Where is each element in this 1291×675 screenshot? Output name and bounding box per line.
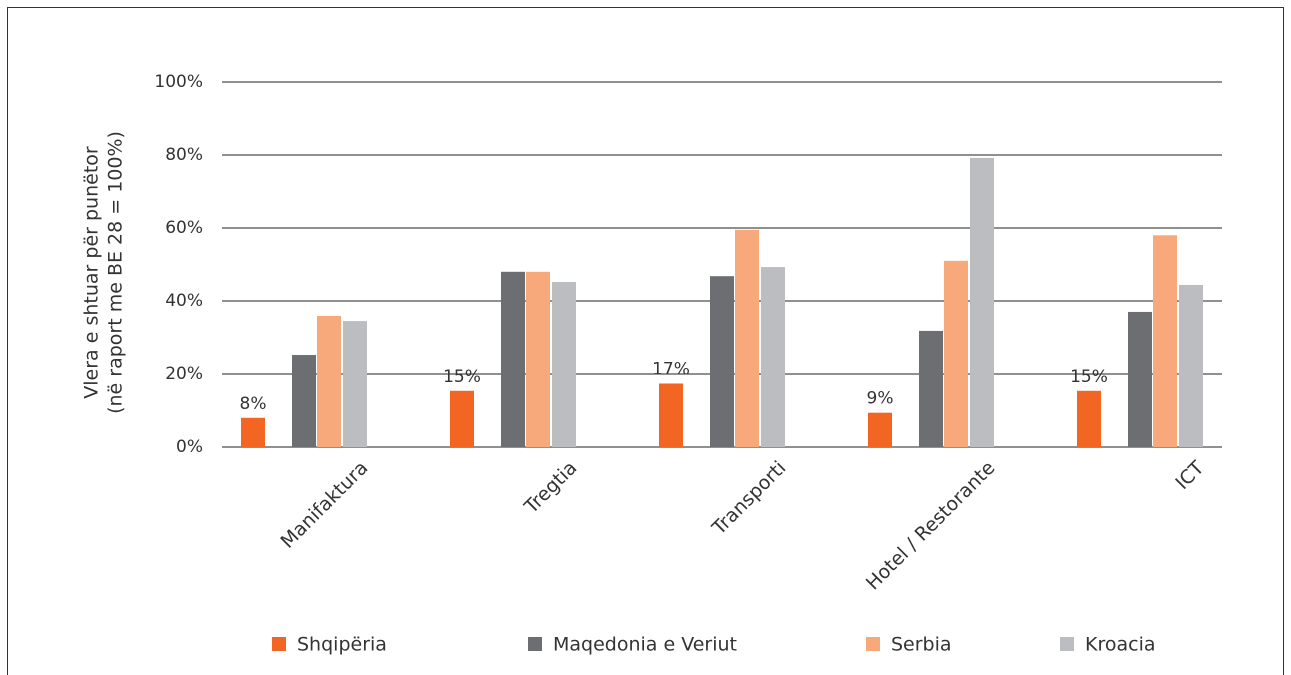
legend-swatch: [866, 637, 880, 651]
bar: [343, 321, 367, 447]
bar: [450, 390, 474, 447]
bar: [761, 267, 785, 447]
y-tick-label: 80%: [165, 145, 203, 165]
legend-swatch: [272, 637, 286, 651]
x-tick-label: ICT: [1171, 457, 1208, 494]
bar: [1128, 311, 1152, 447]
bar: [526, 271, 550, 447]
bar: [317, 315, 341, 447]
bar: [1077, 390, 1101, 447]
y-tick-label: 20%: [165, 364, 203, 384]
bar: [241, 417, 265, 447]
bar: [868, 412, 892, 447]
legend-label: Shqipëria: [297, 634, 387, 656]
legend-swatch: [1060, 637, 1074, 651]
bar: [1179, 284, 1203, 447]
bar: [1153, 235, 1177, 447]
data-label: 15%: [1070, 367, 1108, 387]
legend-swatch: [528, 637, 542, 651]
y-axis-label: (në raport me BE 28 = 100%): [105, 131, 127, 414]
bar: [944, 260, 968, 447]
data-label: 15%: [443, 367, 481, 387]
frame: [7, 7, 1284, 675]
y-tick-label: 60%: [165, 218, 203, 238]
bar: [710, 276, 734, 447]
x-tick-label: Hotel / Restorante: [862, 457, 1000, 595]
bar: [292, 355, 316, 447]
y-tick-label: 0%: [176, 437, 203, 457]
x-tick-label: Manifaktura: [277, 457, 373, 553]
x-tick-label: Transporti: [707, 457, 790, 540]
y-tick-label: 100%: [154, 72, 203, 92]
bar: [552, 282, 576, 447]
y-tick-label: 40%: [165, 291, 203, 311]
bar: [970, 157, 994, 448]
bar: [659, 383, 683, 447]
data-label: 9%: [867, 389, 894, 409]
legend-label: Kroacia: [1085, 634, 1156, 656]
data-label: 8%: [240, 394, 267, 414]
bar: [919, 330, 943, 447]
bar: [501, 271, 525, 447]
legend-label: Serbia: [891, 634, 952, 656]
legend-label: Maqedonia e Veriut: [553, 634, 737, 656]
x-tick-label: Tregtia: [520, 457, 582, 519]
y-axis-label: Vlera e shtuar për punëtor: [81, 146, 103, 399]
bar: [735, 229, 759, 447]
data-label: 17%: [652, 359, 690, 379]
